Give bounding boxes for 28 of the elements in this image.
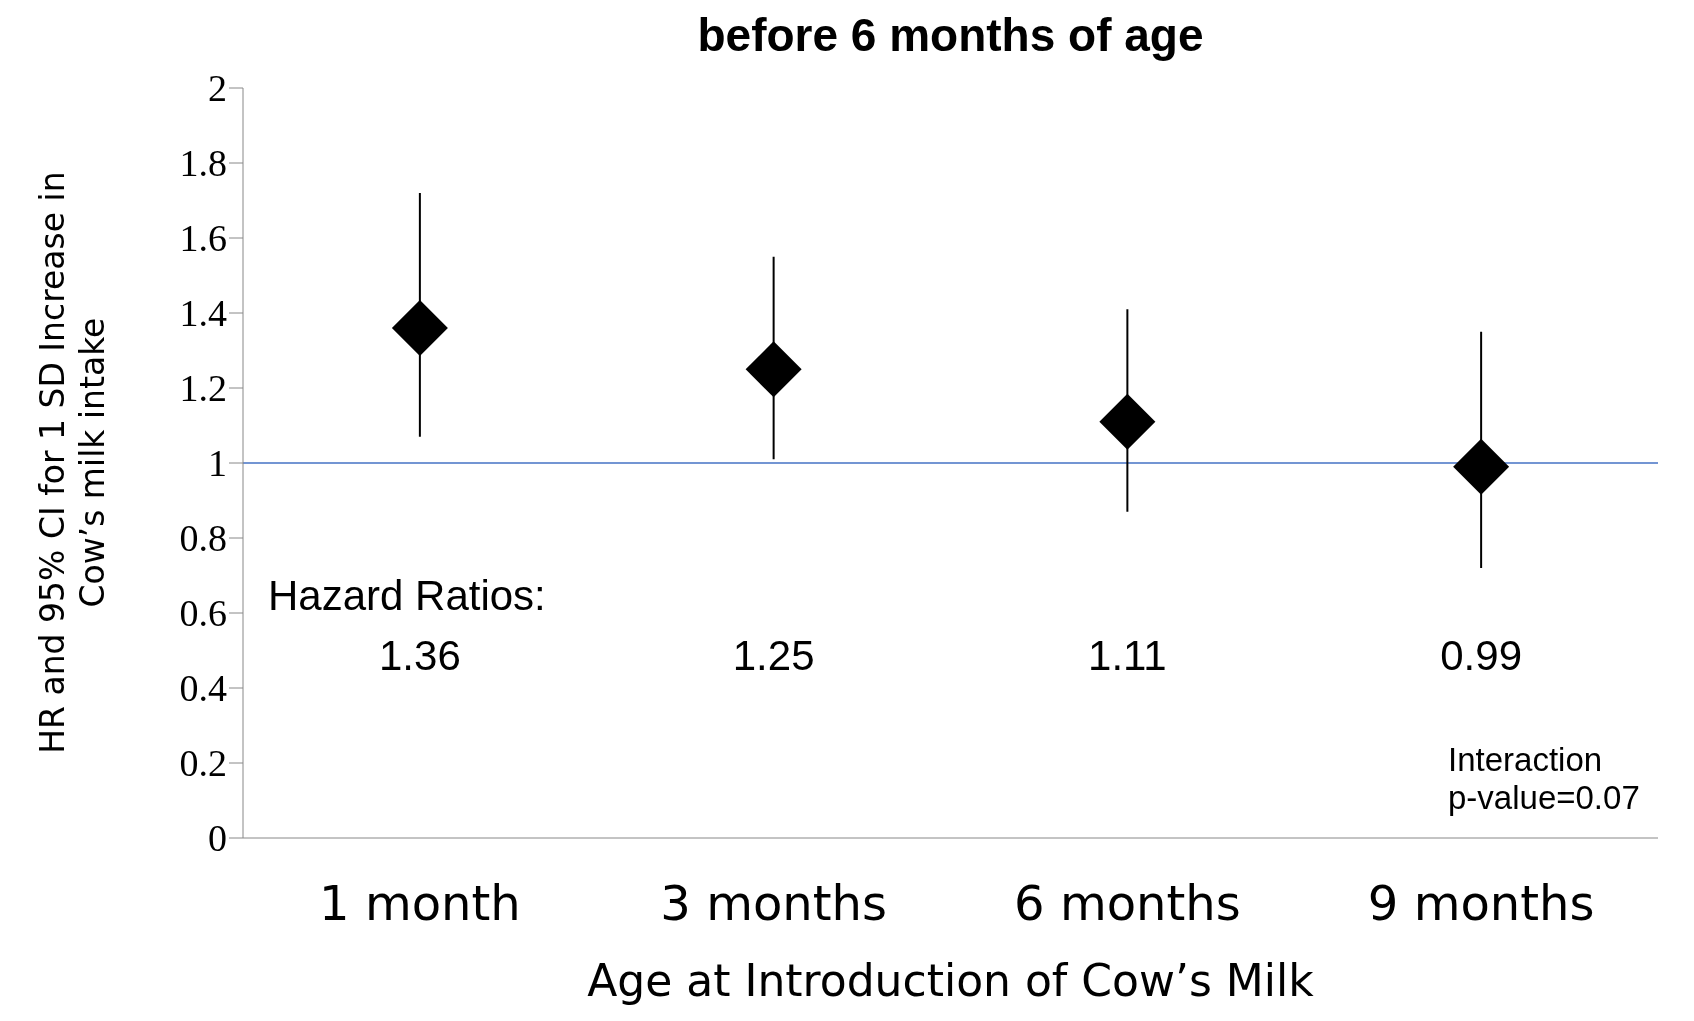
y-tick-label: 1 bbox=[208, 442, 227, 485]
annotation: 1.11 bbox=[1087, 631, 1168, 680]
x-tick-label: 6 months bbox=[1014, 875, 1241, 932]
annotation: 1.25 bbox=[731, 631, 816, 680]
y-tick-label: 1.2 bbox=[179, 367, 227, 410]
point bbox=[1453, 438, 1510, 495]
point bbox=[745, 341, 802, 398]
y-tick-label: 0.8 bbox=[179, 517, 227, 560]
point bbox=[1099, 393, 1156, 450]
chart-title: before 6 months of age bbox=[696, 8, 1205, 62]
x-axis-title: Age at Introduction of Cow’s Milk bbox=[587, 955, 1315, 1006]
y-tick-label: 1.4 bbox=[179, 292, 227, 335]
x-tick-label: 3 months bbox=[660, 875, 887, 932]
annotation: 0.99 bbox=[1439, 631, 1523, 680]
annotation: Hazard Ratios: bbox=[268, 571, 546, 620]
y-tick-label: 0.4 bbox=[179, 667, 227, 710]
y-tick-label: 0.6 bbox=[179, 592, 227, 635]
y-axis-title: HR and 95% CI for 1 SD Increase in Cow’s milk intake bbox=[33, 170, 113, 757]
point bbox=[391, 300, 448, 356]
x-tick-label: 9 months bbox=[1367, 875, 1595, 932]
annotation: Interaction p-value=0.07 bbox=[1448, 740, 1641, 817]
x-tick-label: 1 month bbox=[319, 875, 521, 932]
y-tick-label: 1.8 bbox=[179, 142, 227, 185]
y-tick-label: 0 bbox=[208, 817, 227, 860]
y-tick-label: 1.6 bbox=[179, 217, 227, 260]
y-tick-label: 2 bbox=[208, 67, 227, 110]
y-tick-label: 0.2 bbox=[179, 742, 227, 785]
annotation: 1.36 bbox=[378, 631, 462, 680]
